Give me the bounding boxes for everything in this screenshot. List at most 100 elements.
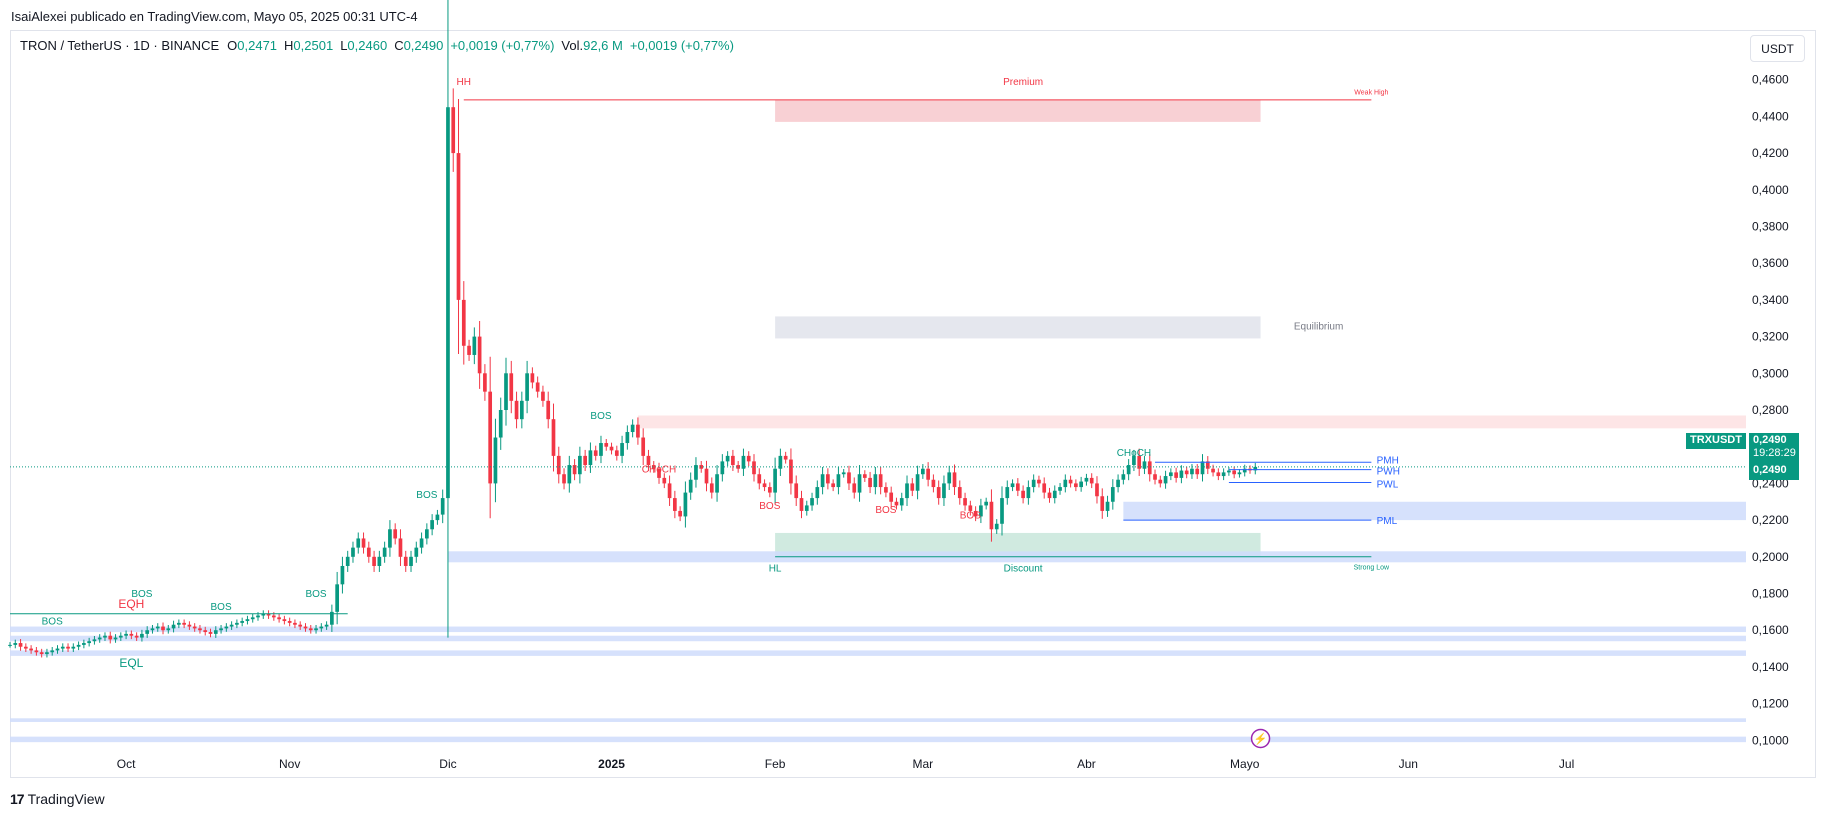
candle-body [1195, 468, 1200, 475]
symbol-title[interactable]: TRON / TetherUS · 1D · BINANCE [20, 38, 220, 53]
choch-label: CHoCH [642, 464, 676, 475]
candle-body [287, 621, 292, 623]
candle-body [1095, 483, 1099, 497]
candle-body [641, 437, 646, 456]
candle-body [340, 565, 345, 585]
x-tick-label: Abr [1077, 757, 1096, 771]
candle-body [372, 556, 376, 566]
candle-body [778, 455, 783, 469]
tradingview-logo[interactable]: 17 TradingView [10, 791, 105, 807]
candle-body [525, 373, 529, 401]
y-tick-label: 0,3000 [1752, 366, 1789, 380]
candle-body [171, 624, 176, 629]
bos-label: BOS [305, 589, 326, 600]
candle-body [92, 639, 97, 642]
currency-button[interactable]: USDT [1750, 35, 1805, 62]
candle-body [630, 424, 635, 433]
candle-body [1216, 472, 1221, 477]
candle-body [625, 432, 630, 444]
x-tick-label: Oct [117, 757, 136, 771]
zone-blue_100 [10, 736, 1746, 743]
pwh-label: PWH [1377, 466, 1400, 477]
zone-blue_160 [10, 626, 1746, 633]
candle-body [177, 622, 181, 625]
candle-body [1179, 470, 1184, 478]
candle-body [440, 498, 445, 515]
candle-body [831, 483, 835, 488]
candle-body [1169, 472, 1173, 477]
bos-label: BOS [211, 602, 232, 613]
candle-body [910, 483, 915, 491]
candle-body [1232, 470, 1237, 475]
candle-body [715, 474, 719, 493]
candle-body [1063, 479, 1068, 488]
candle-body [303, 626, 308, 629]
candle-body [1105, 501, 1110, 511]
change-value: +0,0019 (+0,77%) [450, 38, 555, 53]
candle-body [957, 487, 962, 499]
close-key: C [394, 38, 404, 53]
candle-body [1221, 472, 1226, 477]
candle-body [905, 483, 909, 499]
tradingview-logo-icon: 17 [10, 791, 25, 807]
candle-body [741, 455, 746, 469]
candle-body [277, 617, 281, 620]
candle-body [1015, 483, 1020, 491]
candle-body [609, 446, 614, 451]
pml-label: PML [1377, 516, 1398, 527]
candle-body [388, 529, 392, 548]
candle-body [1005, 487, 1010, 499]
candle-body [129, 633, 134, 636]
candle-body [583, 455, 587, 466]
candle-body [578, 455, 582, 475]
x-tick-label: Mar [913, 757, 934, 771]
candle-body [725, 455, 730, 462]
bos-label: BOS [416, 490, 437, 501]
y-tick-label: 0,3400 [1752, 293, 1789, 307]
candle-body [82, 643, 86, 645]
candle-body [804, 505, 809, 511]
candle-body [266, 613, 271, 616]
candle-body [868, 477, 872, 488]
candle-body [889, 492, 894, 502]
candle-body [1158, 479, 1163, 484]
candle-body [1132, 455, 1136, 466]
candle-body [884, 487, 888, 493]
zone-blue_155 [10, 635, 1746, 642]
candle-body [773, 468, 777, 493]
candle-body [1200, 461, 1205, 475]
candle-body [229, 624, 234, 627]
candle-body [847, 472, 851, 484]
candle-body [783, 455, 788, 460]
bos-label: BOS [590, 411, 611, 422]
candle-body [435, 514, 440, 521]
candle-body [989, 501, 994, 530]
hh-label: HH [457, 77, 471, 88]
candle-body [97, 637, 102, 640]
candle-body [430, 520, 434, 530]
last-price-tag-secondary: 0,2490 [1749, 463, 1799, 480]
candle-body [113, 637, 118, 640]
candle-body [345, 556, 350, 566]
y-tick-label: 0,4400 [1752, 109, 1789, 123]
candle-body [382, 547, 387, 557]
y-tick-label: 0,4000 [1752, 183, 1789, 197]
candle-body [87, 641, 91, 644]
candle-body [166, 628, 171, 631]
candle-body [1084, 477, 1089, 482]
candle-body [926, 468, 930, 480]
candle-body [752, 461, 756, 475]
candle-body [330, 611, 334, 625]
candle-body [1042, 483, 1047, 493]
candle-body [1142, 461, 1147, 469]
y-tick-label: 0,2800 [1752, 403, 1789, 417]
candle-body [29, 648, 33, 651]
candle-body [530, 373, 535, 383]
candle-body [514, 400, 519, 420]
candle-body [1147, 461, 1152, 475]
zone-blue_146 [10, 650, 1746, 656]
candle-body [477, 336, 482, 374]
candle-body [261, 613, 266, 616]
candle-body [1163, 476, 1168, 484]
